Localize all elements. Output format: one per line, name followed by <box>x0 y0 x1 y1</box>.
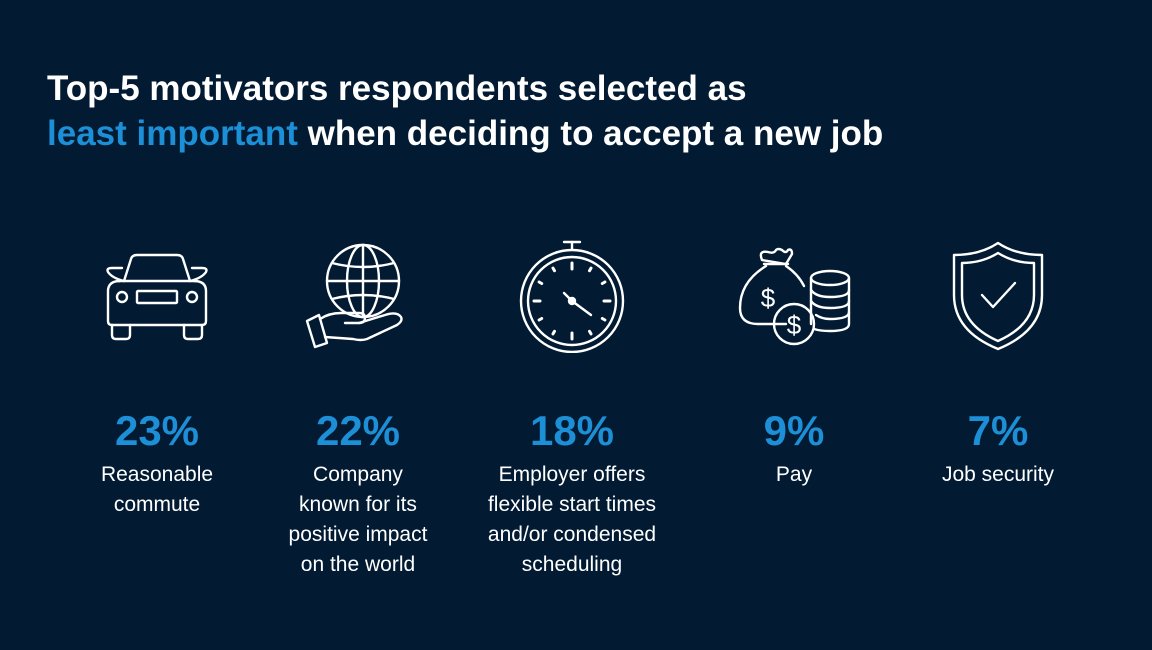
motivator-label: Employer offers flexible start times and… <box>487 463 657 576</box>
percent-value: 18% <box>529 407 615 454</box>
percent-value: 23% <box>114 407 200 454</box>
motivator-item-pay: $ $ 9% Pay <box>684 236 904 490</box>
motivator-label: Job security <box>941 463 1055 486</box>
svg-text:$: $ <box>761 283 776 313</box>
motivator-label: Reasonable commute <box>100 463 214 516</box>
money-bag-coins-icon: $ $ <box>729 236 859 356</box>
shield-check-icon <box>933 236 1063 356</box>
motivator-item-job-security: 7% Job security <box>888 236 1108 490</box>
percent-value: 9% <box>763 407 825 454</box>
motivator-item-flexible-schedule: 18% Employer offers flexible start times… <box>462 236 682 580</box>
globe-hand-icon <box>293 236 423 356</box>
page-title: Top-5 motivators respondents selected as… <box>47 66 1107 156</box>
motivator-label: Pay <box>775 463 813 486</box>
stopwatch-icon <box>507 236 637 356</box>
percent-value: 7% <box>967 407 1029 454</box>
title-line-2: when deciding to accept a new job <box>297 114 884 153</box>
percent-value: 22% <box>315 407 401 454</box>
motivator-label: Company known for its positive impact on… <box>288 463 428 576</box>
svg-text:$: $ <box>787 310 802 340</box>
motivator-item-company-impact: 22% Company known for its positive impac… <box>248 236 468 580</box>
motivator-item-commute: 23% Reasonable commute <box>47 236 267 520</box>
car-icon <box>92 236 222 356</box>
title-line-1: Top-5 motivators respondents selected as <box>47 69 747 108</box>
title-accent: least important <box>47 114 298 153</box>
